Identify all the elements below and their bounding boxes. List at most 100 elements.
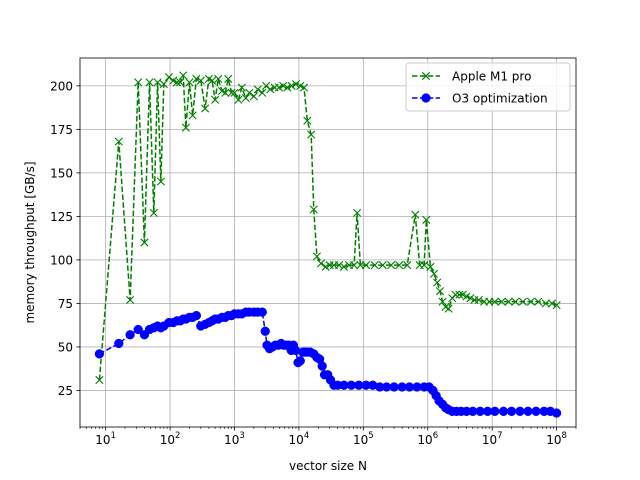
series-m1-point [350, 261, 359, 270]
series-m1-point [134, 78, 143, 87]
series-m1-point [145, 78, 154, 87]
series-m1-point [403, 261, 412, 270]
legend-frame [405, 62, 571, 112]
series-m1-point [140, 238, 149, 247]
series-m1-point [237, 83, 246, 92]
series-m1-point [181, 123, 190, 132]
series-m1-point [426, 262, 435, 271]
legend-label-o3: O3 optimization [452, 92, 548, 106]
plot-frame [79, 57, 577, 428]
series-o3-point [295, 356, 305, 366]
series-o3-point [389, 382, 399, 392]
series-m1-point [126, 295, 135, 305]
legend: Apple M1 pro O3 optimization [405, 62, 571, 112]
series-o3-point [523, 406, 533, 416]
series-o3-point [490, 406, 500, 416]
series-m1-point [451, 290, 460, 299]
y-axis-label: memory throughput [GB/s] [23, 161, 37, 323]
series-m1-point [253, 85, 262, 94]
series-m1-point [422, 215, 431, 224]
series-m1-point [547, 299, 557, 308]
series-o3-point [506, 406, 517, 416]
x-tick-label: 107 [482, 431, 503, 447]
series-m1-point [287, 81, 296, 90]
legend-marker-m1 [421, 71, 431, 81]
series-m1-point [370, 261, 379, 270]
series-m1-point [172, 78, 182, 87]
x-tick-label: 103 [224, 431, 245, 447]
series-m1-point [274, 83, 284, 92]
series-m1-point [518, 297, 528, 306]
series-m1-point [208, 76, 217, 85]
x-tick-label: 108 [546, 431, 567, 447]
series-m1-point [312, 252, 321, 261]
series-m1-point [316, 259, 326, 268]
series-m1-point [192, 74, 201, 83]
series-m1-point [497, 297, 506, 306]
series-m1-point [339, 262, 349, 271]
series-m1-point [164, 73, 174, 82]
series-m1-point [227, 88, 236, 97]
series-m1-point [221, 88, 230, 97]
series-m1-point [156, 177, 165, 186]
series-o3-point [114, 338, 124, 349]
series-m1-point [185, 78, 194, 87]
series-o3-point [191, 310, 202, 321]
series-layer [94, 71, 562, 418]
series-o3-point [133, 324, 143, 335]
series-m1-point [279, 81, 288, 90]
y-tick-label: 200 [50, 79, 73, 93]
series-m1-point [241, 93, 250, 103]
series-m1-point [283, 83, 292, 92]
series-m1-point [361, 261, 371, 270]
series-m1-point [249, 92, 258, 101]
series-m1-point [188, 111, 197, 120]
series-m1-point [234, 95, 243, 104]
series-o3-point [257, 307, 267, 317]
series-m1-point [321, 262, 330, 271]
series-o3-point [551, 408, 562, 418]
series-o3-point [125, 330, 135, 340]
series-m1 [95, 71, 561, 385]
series-m1-point [526, 297, 536, 306]
series-o3-point [498, 406, 509, 416]
y-tick-label: 50 [58, 340, 73, 354]
y-tick-label: 125 [50, 210, 73, 224]
series-m1-point [353, 208, 362, 217]
series-m1-point [444, 304, 453, 313]
series-m1-point [552, 301, 561, 310]
series-m1-point [307, 130, 316, 139]
series-m1-point [153, 78, 162, 87]
series-o3-point [94, 349, 105, 359]
series-m1-point [420, 261, 429, 270]
series-m1-point [211, 95, 220, 104]
x-tick-label: 106 [417, 431, 438, 447]
series-m1-point [534, 297, 543, 306]
series-o3-point [317, 361, 327, 371]
series-m1-point [114, 137, 123, 146]
series-m1-point [266, 85, 275, 94]
series-m1-point [438, 297, 447, 306]
series-m1-point [196, 76, 205, 85]
y-tick-label: 175 [50, 123, 73, 137]
series-m1-point [179, 71, 188, 80]
series-m1-point [541, 299, 550, 308]
series-m1-point [201, 104, 210, 113]
x-tick-label: 104 [289, 431, 310, 447]
series-m1-point [387, 261, 396, 270]
series-m1-point [378, 261, 387, 270]
x-tick-label: 101 [95, 431, 116, 447]
y-tick-label: 100 [50, 253, 73, 267]
x-tick-label: 102 [160, 431, 181, 447]
series-o3-point [260, 326, 270, 336]
series-o3 [94, 307, 562, 418]
series-m1-point [258, 88, 267, 97]
series-m1-point [291, 80, 301, 89]
series-m1-point [176, 78, 185, 87]
series-m1-point [411, 210, 420, 219]
series-m1-point [230, 88, 239, 97]
y-tick-label: 75 [58, 297, 73, 311]
x-axis-label: vector size N [289, 459, 367, 473]
series-m1-point [224, 74, 233, 83]
